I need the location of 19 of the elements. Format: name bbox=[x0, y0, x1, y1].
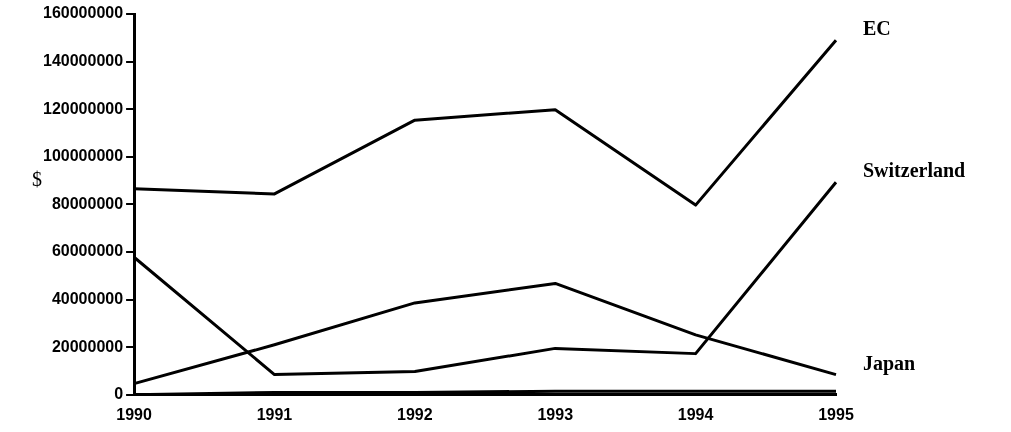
y-tick-label: 140000000 bbox=[42, 52, 124, 70]
x-tick-label: 1990 bbox=[116, 405, 152, 423]
series-label: Japan bbox=[863, 351, 916, 375]
x-tick-label: 1991 bbox=[256, 405, 293, 423]
x-tick-label: 1993 bbox=[537, 405, 574, 423]
y-axis-title: $ bbox=[32, 168, 42, 191]
y-tick-label: 100000000 bbox=[42, 147, 124, 165]
series-label: Switzerland bbox=[863, 159, 966, 182]
y-tick-label: 0 bbox=[114, 385, 124, 403]
y-tick-label: 60000000 bbox=[51, 242, 124, 260]
y-tick-label: 80000000 bbox=[51, 194, 124, 212]
y-tick-label: 120000000 bbox=[42, 99, 124, 117]
series-label: EC bbox=[863, 17, 891, 40]
x-tick-label: 1992 bbox=[397, 405, 433, 423]
y-tick-label: 160000000 bbox=[42, 4, 124, 22]
x-tick-label: 1995 bbox=[818, 405, 854, 423]
y-tick-label: 20000000 bbox=[51, 337, 124, 355]
x-tick-label: 1994 bbox=[677, 405, 714, 423]
y-tick-label: 40000000 bbox=[51, 290, 124, 308]
